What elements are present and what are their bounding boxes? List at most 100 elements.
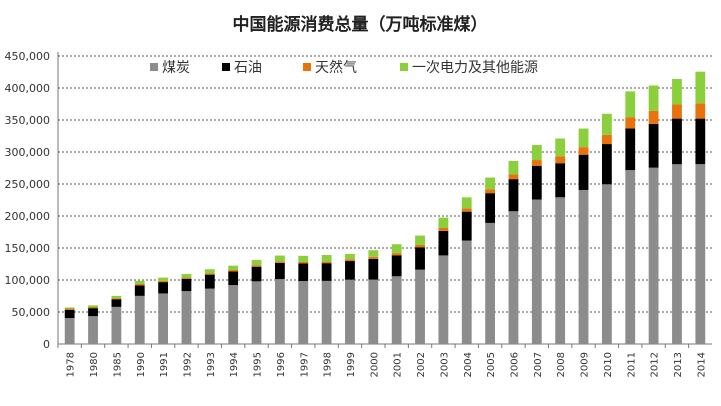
x-tick-label: 2003 [439, 352, 450, 377]
bar-segment [274, 261, 285, 263]
x-tick-label: 2000 [369, 352, 380, 377]
bar-segment [111, 295, 122, 299]
bar-segment [228, 265, 239, 271]
chart-title: 中国能源消费总量（万吨标准煤） [233, 14, 488, 35]
bar-segment [601, 113, 612, 135]
bar-segment [391, 253, 402, 256]
grid-lines [58, 55, 712, 313]
bar-segment [134, 280, 145, 285]
x-tick-label: 2002 [416, 352, 427, 377]
bar-segment [345, 259, 355, 262]
bar-segment [321, 261, 332, 264]
x-tick-label: 2013 [673, 352, 684, 377]
bar-segment [204, 273, 215, 275]
bar-segment [274, 255, 285, 262]
bar-segment [625, 91, 636, 118]
bar-segment [648, 123, 659, 168]
x-tick-label: 2009 [580, 352, 591, 377]
bar-segment [251, 266, 262, 282]
bar-segment [555, 156, 566, 164]
x-tick-label: 1999 [346, 352, 357, 377]
x-tick-label: 1980 [89, 352, 100, 377]
bar-segment [204, 269, 215, 274]
bar-segment [158, 277, 169, 281]
bar-segment [134, 285, 145, 296]
axes: 0 50,000 100,000 150,000 200,000 250,000 300,0… [5, 50, 712, 377]
bar-segment [251, 265, 262, 267]
bar-segment [672, 104, 682, 119]
x-tick-label: 2012 [650, 352, 661, 377]
bar-segment [555, 197, 566, 344]
legend-swatch [150, 63, 158, 71]
x-tick-label: 2014 [696, 352, 707, 377]
bar-segment [391, 255, 402, 277]
bar-segment [461, 240, 472, 344]
legend-swatch [400, 63, 408, 71]
bar-segment [134, 284, 145, 286]
legend-label: 一次电力及其他能源 [412, 60, 538, 76]
x-tick-label: 1998 [323, 352, 334, 377]
bar-segment [508, 160, 519, 175]
bar-segment [181, 277, 192, 279]
bar-segment [274, 279, 285, 344]
bar-segment [625, 128, 636, 171]
x-tick-label: 2010 [603, 352, 614, 377]
bar-segment [64, 308, 75, 310]
bar-segment [578, 189, 589, 344]
bar-segment [485, 189, 496, 194]
bar-segment [321, 254, 332, 262]
bar-segment [274, 262, 285, 280]
x-tick-label: 2007 [533, 352, 544, 377]
bar-segment [485, 177, 496, 190]
bar-segment [228, 285, 239, 344]
bar-segment [555, 138, 566, 157]
bar-segment [648, 85, 659, 111]
bar-segment [415, 244, 425, 248]
bar-segment [64, 318, 75, 344]
bar-segment [111, 306, 122, 344]
bar-segment [578, 154, 589, 190]
bar-segment [64, 307, 75, 309]
bar-segment [415, 269, 425, 344]
y-tick-label: 250,000 [5, 178, 51, 191]
bar-segment [88, 316, 98, 344]
bar-segment [321, 263, 332, 281]
x-tick-label: 2001 [393, 352, 404, 377]
bar-segment [695, 103, 706, 119]
x-tick-label: 1997 [299, 352, 310, 377]
y-tick-label: 450,000 [5, 50, 51, 63]
y-tick-label: 0 [43, 338, 50, 351]
legend-swatch [303, 63, 311, 71]
bar-segment [672, 78, 682, 105]
bar-segment [368, 250, 379, 257]
bar-segment [531, 145, 542, 161]
legend-label: 石油 [234, 60, 262, 76]
bar-segment [88, 308, 98, 317]
bar-segment [88, 305, 98, 308]
bar-segment [601, 134, 612, 145]
bar-segment [438, 217, 449, 228]
bar-segment [695, 118, 706, 165]
bar-segment [531, 165, 542, 200]
bar-segment [461, 208, 472, 212]
bar-segment [391, 276, 402, 344]
bar-segment [531, 199, 542, 344]
y-tick-label: 200,000 [5, 210, 51, 223]
legend-label: 煤炭 [162, 60, 190, 76]
bar-segment [578, 147, 589, 155]
bar-segment [181, 291, 192, 344]
bar-segment [251, 260, 262, 266]
bar-segment [64, 309, 75, 319]
bar-segment [345, 279, 355, 344]
x-tick-label: 1994 [229, 352, 240, 377]
x-tick-label: 2004 [463, 352, 474, 377]
y-tick-label: 300,000 [5, 146, 51, 159]
bar-segment [298, 255, 309, 262]
bar-segment [578, 128, 589, 148]
bar-segment [648, 110, 659, 124]
bar-segment [345, 253, 355, 260]
bar-segment [111, 299, 122, 307]
bar-segment [648, 167, 659, 344]
